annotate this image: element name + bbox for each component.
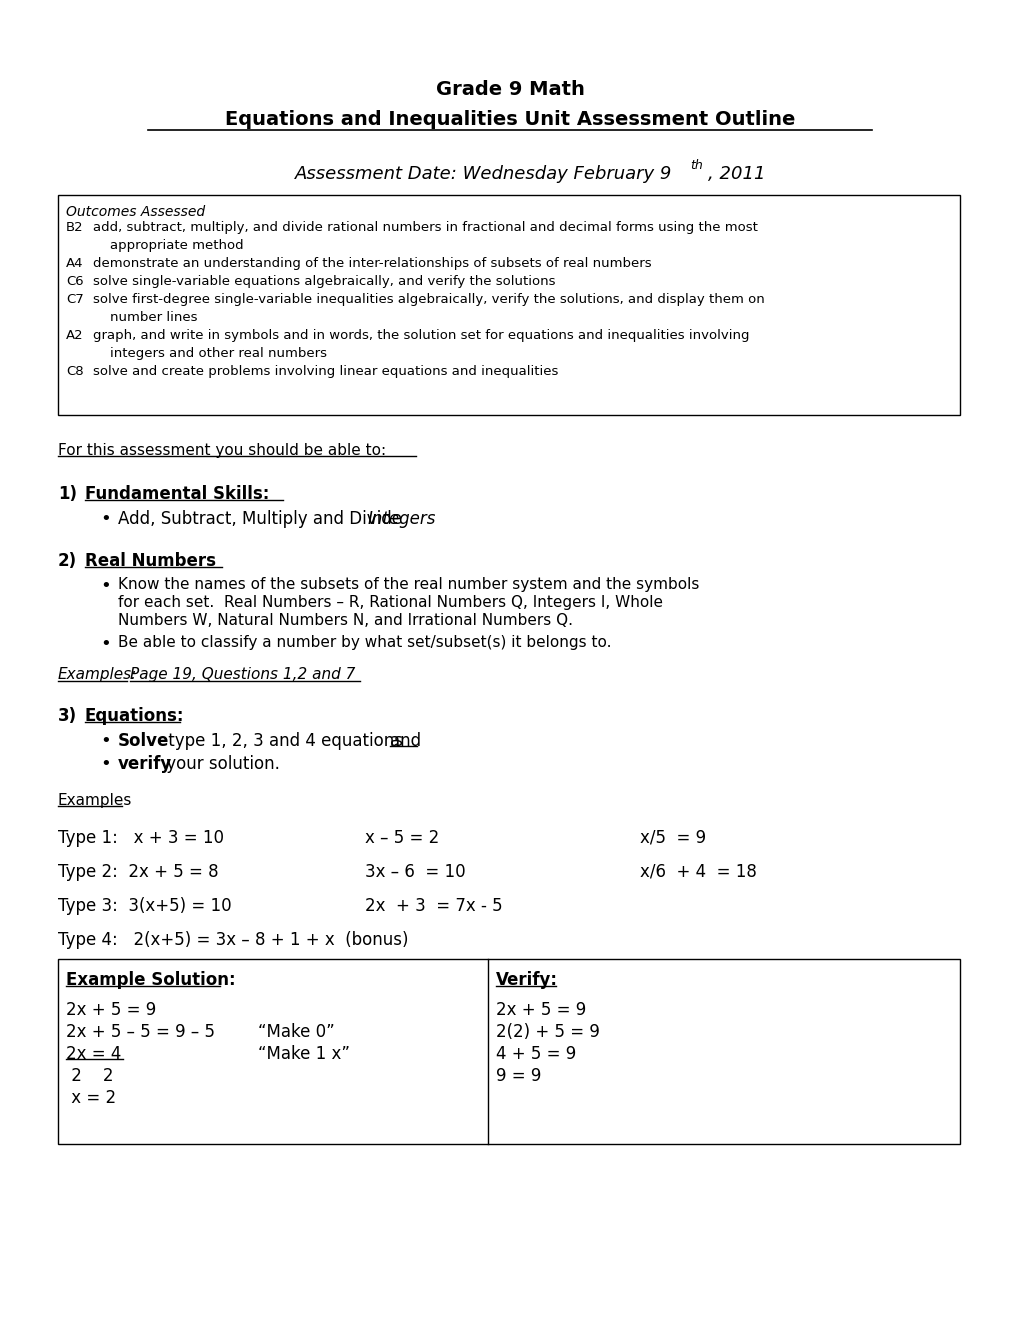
Text: Type 4:   2(x+5) = 3x – 8 + 1 + x  (bonus): Type 4: 2(x+5) = 3x – 8 + 1 + x (bonus) <box>58 931 408 949</box>
Text: integers and other real numbers: integers and other real numbers <box>93 347 327 360</box>
Text: Type 3:  3(x+5) = 10: Type 3: 3(x+5) = 10 <box>58 898 231 915</box>
Text: th: th <box>689 158 702 172</box>
Text: Real Numbers: Real Numbers <box>85 552 216 570</box>
Text: Know the names of the subsets of the real number system and the symbols: Know the names of the subsets of the rea… <box>118 577 699 591</box>
Text: Equations:: Equations: <box>85 708 184 725</box>
Text: 2    2: 2 2 <box>66 1067 113 1085</box>
Text: and: and <box>389 733 421 750</box>
Text: Numbers W, Natural Numbers N, and Irrational Numbers Q.: Numbers W, Natural Numbers N, and Irrati… <box>118 612 573 628</box>
Text: 2(2) + 5 = 9: 2(2) + 5 = 9 <box>495 1023 599 1041</box>
Text: graph, and write in symbols and in words, the solution set for equations and ine: graph, and write in symbols and in words… <box>93 329 749 342</box>
Text: Verify:: Verify: <box>495 972 557 989</box>
Text: 4 + 5 = 9: 4 + 5 = 9 <box>495 1045 576 1063</box>
Text: Examples: Examples <box>58 793 132 808</box>
Text: •: • <box>100 755 111 774</box>
Text: •: • <box>100 635 111 653</box>
Text: “Make 0”: “Make 0” <box>258 1023 334 1041</box>
Bar <box>58 960 959 1144</box>
Text: Grade 9 Math: Grade 9 Math <box>435 81 584 99</box>
Text: C6: C6 <box>66 275 84 288</box>
Text: type 1, 2, 3 and 4 equations: type 1, 2, 3 and 4 equations <box>163 733 408 750</box>
Text: Add, Subtract, Multiply and Divide: Add, Subtract, Multiply and Divide <box>118 510 407 528</box>
Text: appropriate method: appropriate method <box>93 239 244 252</box>
Text: your solution.: your solution. <box>161 755 279 774</box>
Text: •: • <box>100 577 111 595</box>
Text: Examples:: Examples: <box>58 667 138 682</box>
Text: 2x + 5 = 9: 2x + 5 = 9 <box>495 1001 586 1019</box>
Text: C7: C7 <box>66 293 84 306</box>
Text: number lines: number lines <box>93 312 198 323</box>
Bar <box>58 195 959 414</box>
Text: Outcomes Assessed: Outcomes Assessed <box>66 205 205 219</box>
Text: Equations and Inequalities Unit Assessment Outline: Equations and Inequalities Unit Assessme… <box>224 110 795 129</box>
Text: 2x = 4: 2x = 4 <box>66 1045 121 1063</box>
Text: 2): 2) <box>58 552 77 570</box>
Text: x = 2: x = 2 <box>66 1089 116 1107</box>
Text: C8: C8 <box>66 366 84 378</box>
Text: x/5  = 9: x/5 = 9 <box>639 829 705 847</box>
Text: For this assessment you should be able to:: For this assessment you should be able t… <box>58 444 386 458</box>
Text: 3): 3) <box>58 708 77 725</box>
Text: Type 2:  2x + 5 = 8: Type 2: 2x + 5 = 8 <box>58 863 218 880</box>
Text: “Make 1 x”: “Make 1 x” <box>258 1045 350 1063</box>
Text: solve and create problems involving linear equations and inequalities: solve and create problems involving line… <box>93 366 557 378</box>
Text: add, subtract, multiply, and divide rational numbers in fractional and decimal f: add, subtract, multiply, and divide rati… <box>93 220 757 234</box>
Text: 2x  + 3  = 7x - 5: 2x + 3 = 7x - 5 <box>365 898 502 915</box>
Text: 9 = 9: 9 = 9 <box>495 1067 541 1085</box>
Text: Example Solution:: Example Solution: <box>66 972 235 989</box>
Text: x – 5 = 2: x – 5 = 2 <box>365 829 439 847</box>
Text: •: • <box>100 733 111 750</box>
Text: Integers: Integers <box>368 510 436 528</box>
Text: for each set.  Real Numbers – R, Rational Numbers Q, Integers I, Whole: for each set. Real Numbers – R, Rational… <box>118 595 662 610</box>
Text: Be able to classify a number by what set/subset(s) it belongs to.: Be able to classify a number by what set… <box>118 635 611 649</box>
Text: x/6  + 4  = 18: x/6 + 4 = 18 <box>639 863 756 880</box>
Text: Page 19, Questions 1,2 and 7: Page 19, Questions 1,2 and 7 <box>129 667 355 682</box>
Text: 2x + 5 = 9: 2x + 5 = 9 <box>66 1001 156 1019</box>
Text: Solve: Solve <box>118 733 169 750</box>
Text: 2x + 5 – 5 = 9 – 5: 2x + 5 – 5 = 9 – 5 <box>66 1023 215 1041</box>
Text: solve first-degree single-variable inequalities algebraically, verify the soluti: solve first-degree single-variable inequ… <box>93 293 764 306</box>
Text: B2: B2 <box>66 220 84 234</box>
Text: verify: verify <box>118 755 172 774</box>
Text: Assessment Date: Wednesday February 9: Assessment Date: Wednesday February 9 <box>294 165 672 183</box>
Text: Type 1:   x + 3 = 10: Type 1: x + 3 = 10 <box>58 829 224 847</box>
Text: 1): 1) <box>58 484 76 503</box>
Text: 3x – 6  = 10: 3x – 6 = 10 <box>365 863 465 880</box>
Text: A4: A4 <box>66 257 84 271</box>
Text: , 2011: , 2011 <box>707 165 764 183</box>
Text: A2: A2 <box>66 329 84 342</box>
Text: demonstrate an understanding of the inter-relationships of subsets of real numbe: demonstrate an understanding of the inte… <box>93 257 651 271</box>
Text: •: • <box>100 510 111 528</box>
Text: Fundamental Skills:: Fundamental Skills: <box>85 484 269 503</box>
Text: solve single-variable equations algebraically, and verify the solutions: solve single-variable equations algebrai… <box>93 275 555 288</box>
